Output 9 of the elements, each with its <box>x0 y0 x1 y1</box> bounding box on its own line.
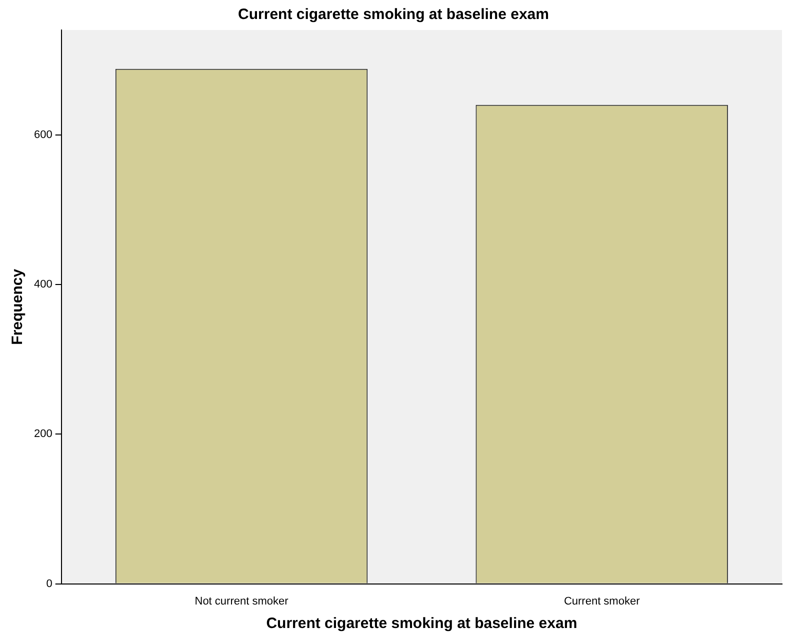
y-axis-title: Frequency <box>9 268 26 345</box>
x-tick-label: Current smoker <box>564 595 640 608</box>
x-axis-title: Current cigarette smoking at baseline exam <box>266 615 578 632</box>
y-tick-label: 0 <box>46 578 52 590</box>
y-tick-label: 400 <box>34 278 52 290</box>
y-tick-label: 600 <box>34 128 52 141</box>
chart-title: Current cigarette smoking at baseline exam <box>238 6 549 24</box>
y-tick-label: 200 <box>34 428 52 440</box>
x-tick-label: Not current smoker <box>194 595 289 608</box>
